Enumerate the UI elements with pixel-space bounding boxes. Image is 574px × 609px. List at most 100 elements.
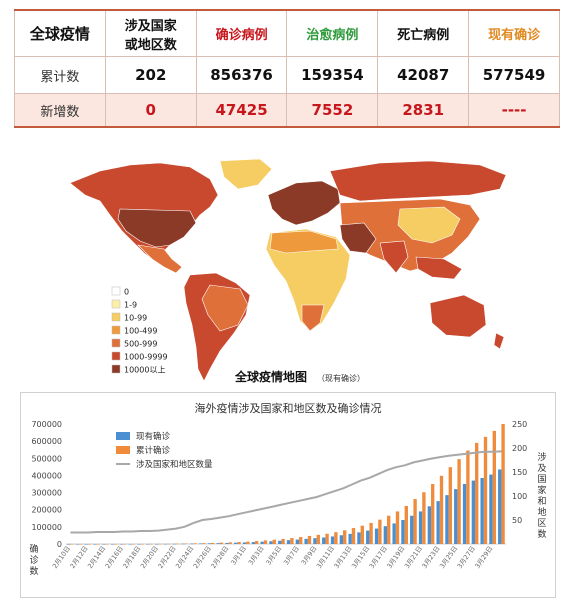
column-header: 治愈病例 [286,9,379,57]
column-header: 确诊病例 [195,9,288,57]
bar-cumulative [114,543,118,545]
europe-shape [267,180,341,226]
bar-cumulative [228,542,232,544]
y-axis-label-char: 数 [29,565,38,577]
bar-cumulative [404,505,408,544]
legend-label: 1000-9999 [124,353,168,362]
bar-cumulative [123,543,127,545]
y2-tick-label: 150 [512,468,527,477]
column-header-line: 或地区数 [124,37,177,53]
bar-current [102,543,106,545]
bar-current [348,533,352,544]
bar-cumulative [299,537,303,544]
bar-cumulative [140,543,144,545]
bar-current [304,538,308,544]
bar-cumulative [255,541,259,544]
table-cell: 202 [104,56,197,94]
bar-current [392,523,396,544]
legend-label: 涉及国家和地区数量 [136,459,213,470]
y-tick-label: 200000 [31,506,62,515]
summary-header-row: 全球疫情 涉及国家 或地区数 确诊病例 治愈病例 死亡病例 现有确诊 [14,9,560,57]
y2-tick-label: 50 [512,516,522,525]
north-africa-shape [269,230,339,254]
bar-cumulative [237,542,241,544]
bar-current [454,489,458,544]
cumulative-row: 累计数 202 856376 159354 42087 577549 [14,56,560,94]
bar-current [251,542,256,544]
bar-cumulative [184,543,188,545]
bar-current [137,543,141,545]
bar-current [489,474,493,544]
bar-cumulative [175,543,180,545]
table-cell: ---- [468,93,560,128]
bar-current [163,543,168,545]
greenland-shape [219,158,273,190]
bar-cumulative [466,450,470,544]
bar-cumulative [263,540,268,544]
russia-shape [329,160,507,202]
column-header-line: 死亡病例 [397,28,450,43]
y-tick-label: 300000 [31,489,62,498]
legend-swatch [111,312,121,322]
bar-cumulative [334,532,338,544]
bar-current [374,528,379,544]
bar-current [119,543,124,545]
legend-label: 10-99 [124,314,147,323]
column-header: 涉及国家 或地区数 [104,9,197,57]
bar-current [418,511,423,544]
brazil-shape [201,284,249,332]
bar-current [190,543,194,545]
column-header-line: 确诊病例 [215,28,268,43]
bar-cumulative [158,543,162,545]
bar-cumulative [149,543,153,545]
legend-label: 1-9 [124,301,137,310]
row-label: 累计数 [14,56,106,94]
y2-axis-label-char: 数 [537,528,546,540]
legend-label: 10000以上 [124,366,165,375]
map-legend: 0 1-9 10-99 100-499 500-999 1000-9999 10000以上 [111,286,168,375]
y-tick-label: 400000 [31,471,62,480]
y-tick-label: 700000 [31,420,62,429]
column-header-line: 涉及国家 [124,18,177,34]
y2-axis-label-char: 国 [537,474,546,485]
bar-current [93,543,97,545]
y2-axis-label-char: 家 [537,484,546,496]
bar-current [286,540,291,544]
chart-title: 海外疫情涉及国家和地区数及确诊情况 [195,401,382,415]
bar-cumulative [316,534,320,544]
bar-cumulative [475,442,479,544]
legend-swatch [111,286,121,296]
bar-current [410,515,414,544]
india-shape [379,240,409,274]
bar-current [207,543,212,544]
bar-current [313,538,317,544]
column-header-line: 现有确诊 [488,28,541,43]
bar-current [234,542,238,544]
china-shape [397,206,461,244]
legend-label: 0 [124,288,129,297]
bar-current [436,501,440,544]
usa-shape [117,208,197,248]
bar-current [260,541,264,544]
line-countries [70,450,502,534]
bar-current [322,537,326,544]
y2-tick-label: 250 [512,420,527,429]
table-cell: 159354 [286,56,379,94]
summary-table: 全球疫情 涉及国家 或地区数 确诊病例 治愈病例 死亡病例 现有确诊 累计数 20… [14,9,560,128]
bar-current [84,543,88,545]
bar-current [480,478,484,544]
table-cell: 856376 [195,56,288,94]
bar-cumulative [351,528,356,544]
legend-swatch [111,299,121,309]
bar-current [225,542,229,544]
bar-current [401,520,405,544]
bar-cumulative [246,541,250,544]
legend-label: 现有确诊 [136,431,171,442]
bar-cumulative [395,511,400,544]
bar-cumulative [281,538,285,544]
y2-tick-label: 200 [512,444,527,453]
africa-shape [265,228,351,332]
legend-swatch [116,432,130,440]
bar-cumulative [369,522,373,544]
bar-cumulative [70,543,74,545]
